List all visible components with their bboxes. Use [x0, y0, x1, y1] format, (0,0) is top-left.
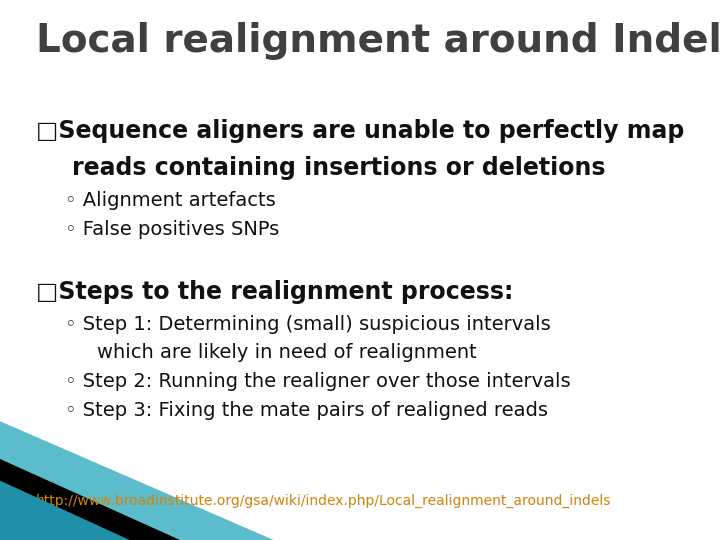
Text: reads containing insertions or deletions: reads containing insertions or deletions — [72, 156, 606, 179]
Text: ◦ Step 3: Fixing the mate pairs of realigned reads: ◦ Step 3: Fixing the mate pairs of reali… — [65, 401, 548, 420]
Polygon shape — [0, 459, 180, 540]
Polygon shape — [0, 421, 274, 540]
Text: ◦ Alignment artefacts: ◦ Alignment artefacts — [65, 191, 276, 210]
Text: which are likely in need of realignment: which are likely in need of realignment — [97, 343, 477, 362]
Text: ◦ False positives SNPs: ◦ False positives SNPs — [65, 220, 279, 239]
Text: ◦ Step 2: Running the realigner over those intervals: ◦ Step 2: Running the realigner over tho… — [65, 372, 570, 391]
Polygon shape — [0, 481, 130, 540]
Text: http://www.broadinstitute.org/gsa/wiki/index.php/Local_realignment_around_indels: http://www.broadinstitute.org/gsa/wiki/i… — [36, 494, 611, 508]
Text: Local realignment around Indels.1: Local realignment around Indels.1 — [36, 22, 720, 59]
Text: ◦ Step 1: Determining (small) suspicious intervals: ◦ Step 1: Determining (small) suspicious… — [65, 315, 551, 334]
Text: □Sequence aligners are unable to perfectly map: □Sequence aligners are unable to perfect… — [36, 119, 685, 143]
Text: □Steps to the realignment process:: □Steps to the realignment process: — [36, 280, 513, 303]
